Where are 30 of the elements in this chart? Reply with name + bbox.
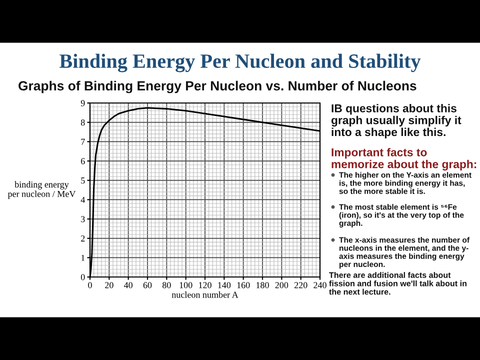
y-tick-label: 7 (81, 138, 85, 145)
y-tick-label: 4 (80, 196, 85, 203)
x-tick-label: 80 (162, 282, 171, 288)
x-tick-label: 20 (105, 282, 114, 288)
y-tick-label: 6 (81, 158, 85, 164)
y-tick-label: 8 (80, 119, 85, 126)
x-tick-label: 120 (199, 282, 212, 288)
x-tick-label: 200 (275, 282, 288, 288)
text: IB questions about this graph usually simplify it into a shape like this. (331, 104, 462, 138)
y-axis-title: binding energy per nucleon / MeV (8, 181, 76, 199)
x-tick-label: 0 (88, 282, 92, 288)
y-tick-label: 3 (81, 216, 85, 222)
y-tick-label: 5 (81, 178, 85, 184)
x-tick-label: 60 (143, 282, 152, 288)
y-tick-label: 0 (80, 274, 85, 280)
x-tick-label: 40 (124, 282, 133, 288)
x-tick-label: 220 (294, 282, 308, 288)
x-tick-label: 100 (180, 282, 192, 288)
text: There are additional facts about fission and fusion we'll talk about in the next lecture. (329, 272, 466, 295)
y-tick-label: 2 (81, 235, 85, 242)
text: Important facts to memorize about the graph: (332, 148, 476, 171)
x-axis-title: nucleon number A (172, 291, 238, 298)
x-tick-label: 160 (237, 282, 250, 288)
chart-title: Binding Energy Per Nucleon and Stability (60, 54, 421, 72)
y-tick-label: 1 (81, 254, 85, 261)
x-tick-label: 240 (314, 282, 326, 288)
x-tick-label: 140 (218, 282, 231, 288)
x-tick-label: 180 (256, 282, 269, 288)
chart-subtitle: Graphs of Binding Energy Per Nucleon vs. Number of Nucleons (18, 80, 416, 94)
y-tick-label: 9 (80, 100, 85, 106)
